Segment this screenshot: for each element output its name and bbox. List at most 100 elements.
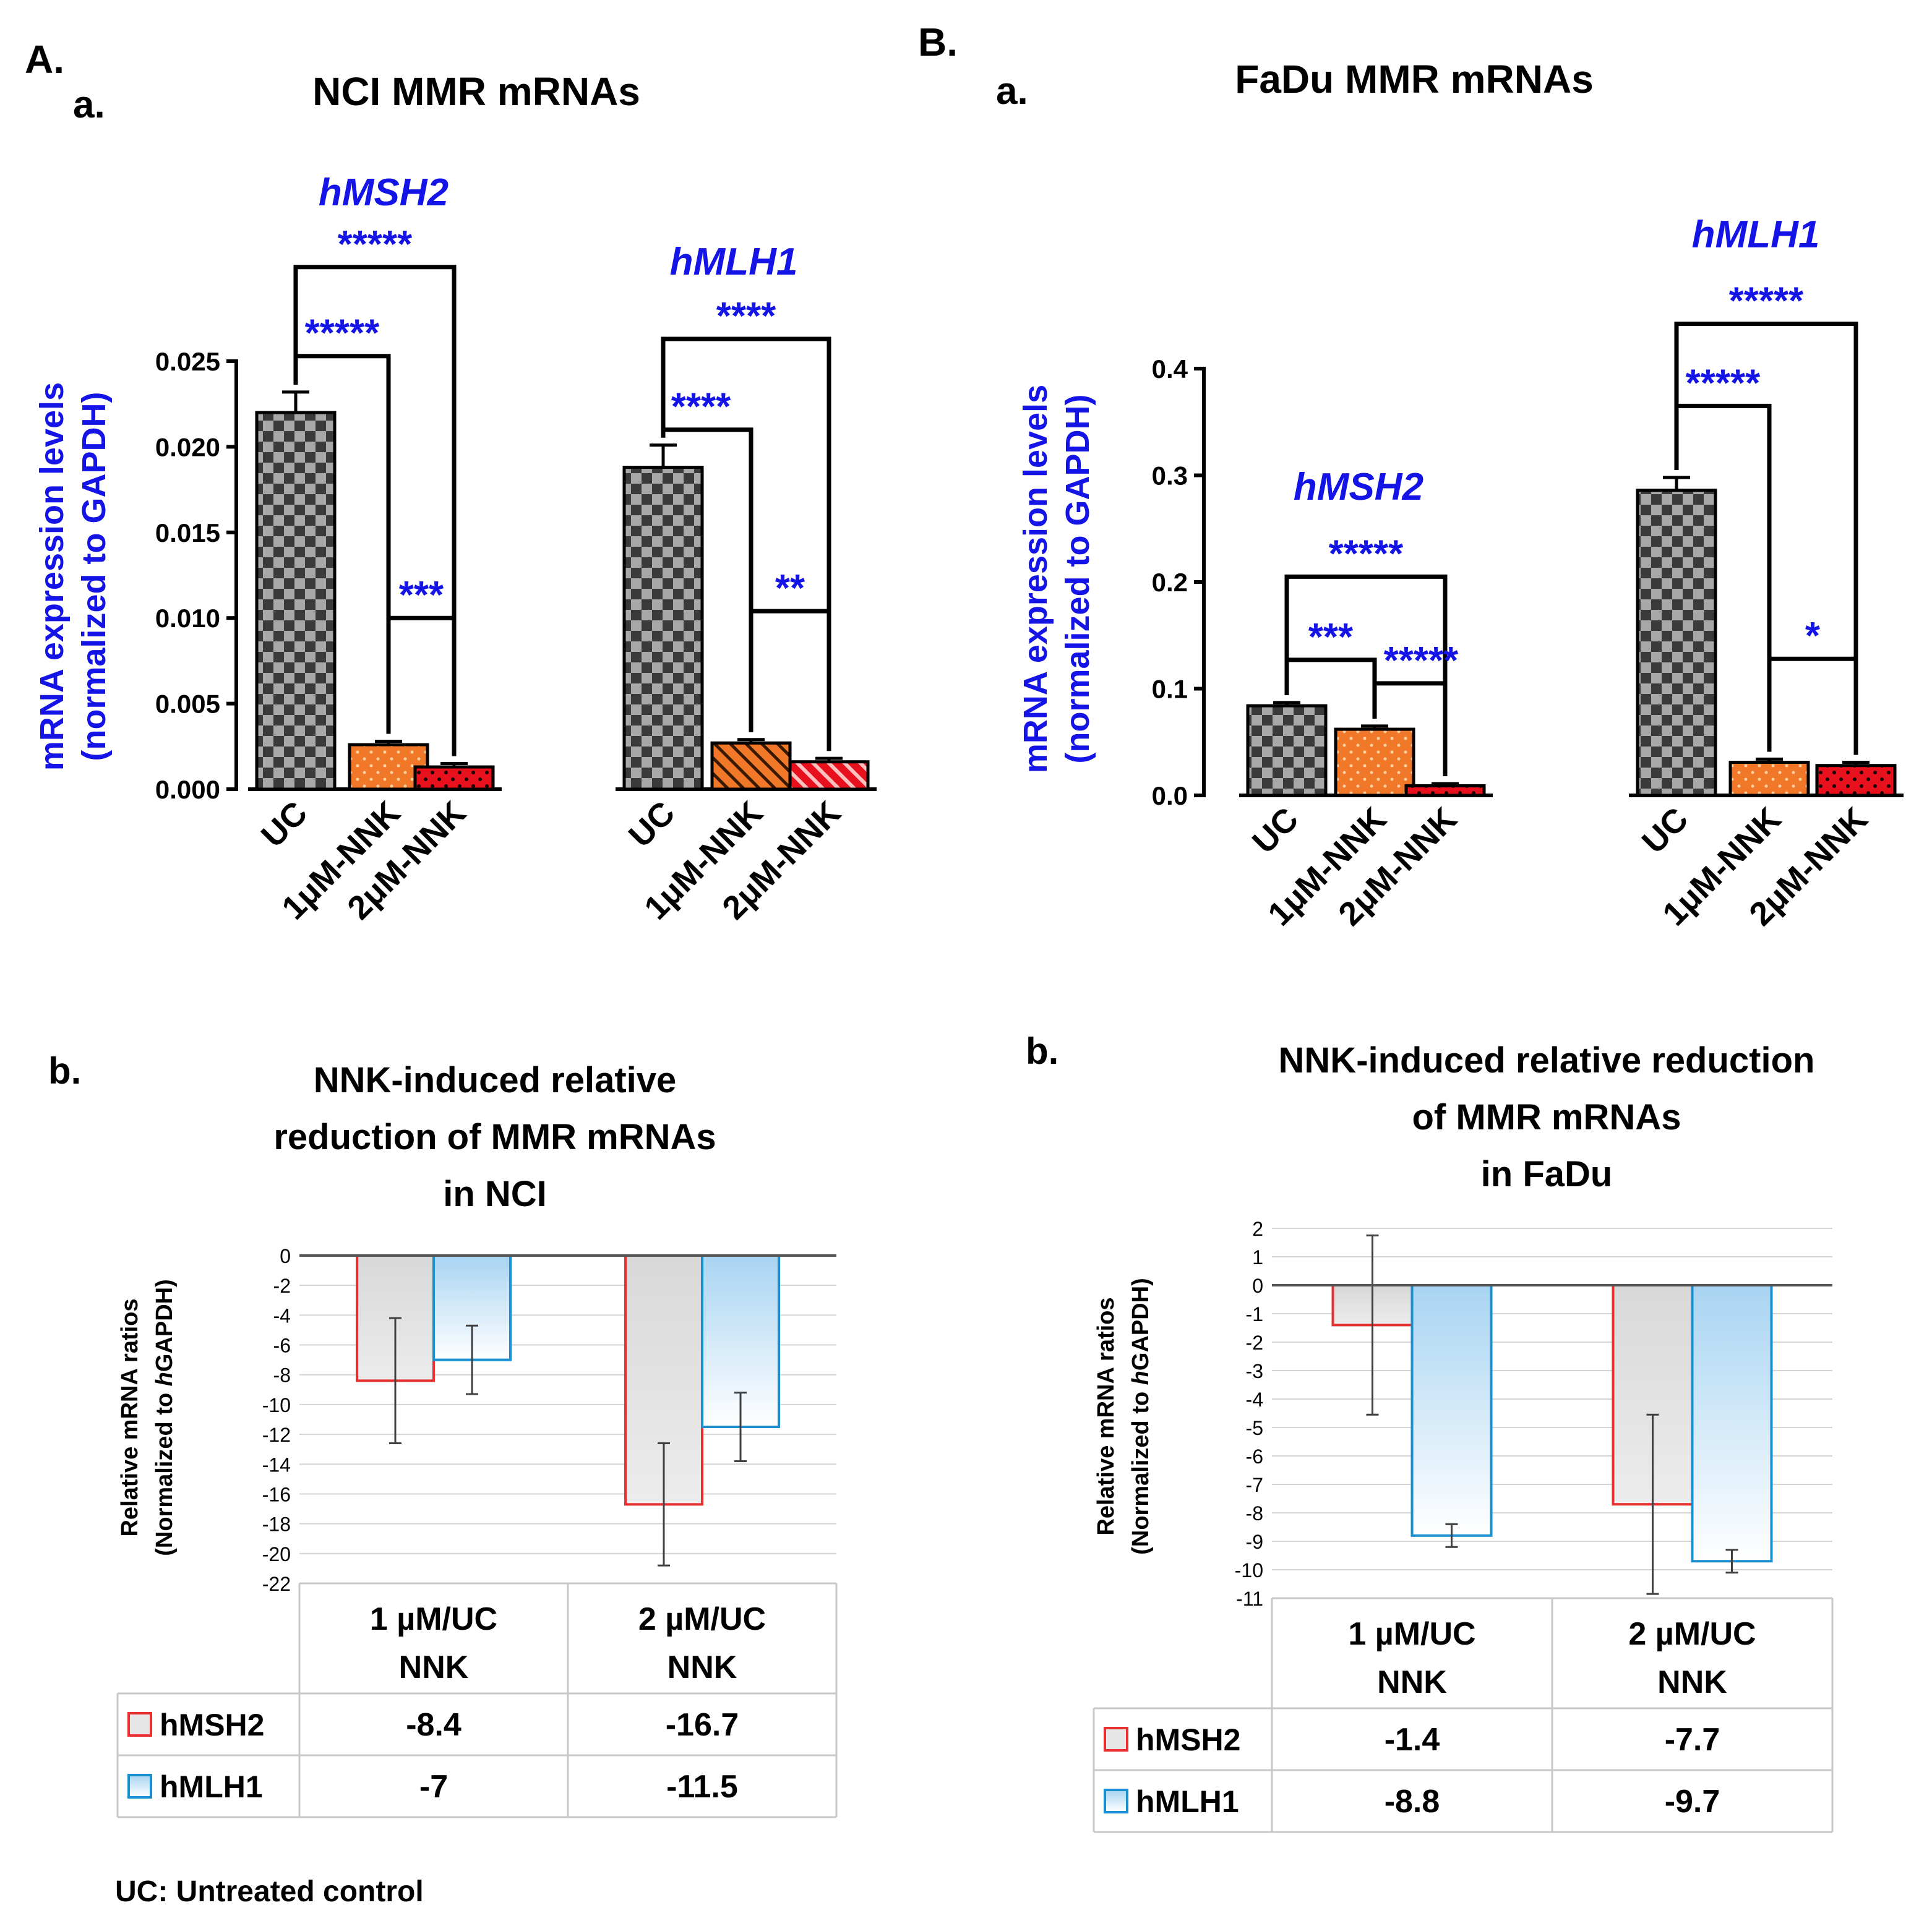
table-cell-value: -7 — [419, 1769, 448, 1805]
panel-a-b-ylabel-1: Relative mRNA ratios — [117, 1298, 143, 1536]
bar-hmsh2-1um-nnk — [1334, 727, 1415, 797]
panel-b-b-title-line-2: of MMR mRNAs — [1412, 1097, 1681, 1137]
panel-b-b-title-line-3: in FaDu — [1481, 1154, 1613, 1194]
x-category-label: UC — [254, 794, 315, 855]
significance-stars: * — [1805, 615, 1821, 657]
panel-b-b-letter: b. — [1026, 1030, 1058, 1072]
table-column-header: 1 µM/UC — [370, 1601, 497, 1637]
bar-hmlh1-1um-nnk — [1728, 761, 1810, 797]
table-cell-value: -11.5 — [666, 1769, 738, 1805]
y-tick-label: -4 — [1246, 1389, 1263, 1411]
panel-b-b-fadu-relative-chart: b. NNK-induced relative reduction of MMR… — [1026, 1030, 1834, 1833]
y-tick-label: -11 — [1236, 1588, 1263, 1610]
table-column-header-line-2: NNK — [399, 1650, 469, 1685]
table-column-header: 1 µM/UC — [1348, 1616, 1475, 1652]
panel-a-b-title-line-2: reduction of MMR mRNAs — [273, 1117, 716, 1157]
panel-b-a-title: FaDu MMR mRNAs — [1235, 57, 1594, 101]
significance-bracket — [386, 615, 457, 756]
x-category-label: UC — [1635, 800, 1696, 861]
y-tick-label: 0.4 — [1152, 354, 1188, 383]
y-tick-label: 0 — [280, 1245, 291, 1267]
table-column-header-line-2: NNK — [668, 1650, 737, 1685]
legend-label-hmlh1: hMLH1 — [160, 1770, 263, 1804]
significance-stars: ***** — [1729, 280, 1805, 323]
table-cell-value: -8.4 — [406, 1707, 462, 1743]
gene-label-hmsh2: hMSH2 — [319, 171, 449, 214]
bar-hmsh2-2um-nnk — [413, 765, 495, 791]
panel-a-a-ylabel-2: (normalized to GAPDH) — [75, 392, 113, 761]
y-tick-label: 0.2 — [1152, 568, 1188, 597]
panel-a-b-nci-relative-chart: b. NNK-induced relative reduction of MMR… — [48, 1050, 838, 1818]
footnote: UC: Untreated control — [115, 1875, 424, 1908]
table-cell-value: -8.8 — [1385, 1784, 1440, 1820]
y-tick-label: -20 — [262, 1543, 291, 1565]
y-tick-label: 0.000 — [155, 775, 220, 804]
y-tick-label: -14 — [262, 1453, 291, 1476]
significance-stars: ***** — [1329, 533, 1404, 575]
y-tick-label: -10 — [1235, 1559, 1263, 1581]
y-tick-label: -8 — [1246, 1502, 1263, 1525]
table-column-header-line-2: NNK — [1657, 1664, 1727, 1700]
y-tick-label: -5 — [1246, 1417, 1263, 1439]
y-tick-label: -6 — [1246, 1445, 1263, 1468]
y-tick-label: -12 — [262, 1424, 291, 1446]
significance-stars: *** — [399, 574, 444, 617]
table-column-header: 2 µM/UC — [1628, 1616, 1756, 1652]
bar-hmsh2-2um-nnk — [1404, 784, 1486, 797]
legend-label-hmlh1: hMLH1 — [1136, 1784, 1239, 1819]
legend-label-hmsh2: hMSH2 — [1136, 1723, 1240, 1757]
bar-hmlh1-1um-nnk — [710, 741, 792, 791]
y-tick-label: 0.020 — [155, 432, 220, 461]
y-tick-label: 0.015 — [155, 518, 220, 547]
panel-a-a-title: NCI MMR mRNAs — [312, 69, 640, 114]
y-tick-label: -7 — [1246, 1474, 1263, 1496]
significance-bracket — [1284, 574, 1448, 777]
y-tick-label: -22 — [262, 1573, 291, 1595]
y-tick-label: 0.025 — [155, 347, 220, 376]
y-tick-label: 1 — [1252, 1246, 1263, 1269]
section-a-label: A. — [25, 37, 64, 82]
significance-stars: **** — [671, 386, 731, 429]
panel-a-b-ylabel-2: (Normalized to hGAPDH) — [152, 1279, 178, 1556]
significance-stars: *** — [1308, 616, 1354, 659]
panel-b-a-ylabel-2: (normalized to GAPDH) — [1059, 394, 1096, 763]
significance-bracket — [1674, 322, 1858, 755]
panel-b-a-fadu-bar-chart: a. FaDu MMR mRNAs mRNA expression levels… — [996, 57, 1904, 933]
bar-hmlh1-2um-nnk — [788, 760, 870, 791]
significance-stars: ***** — [1686, 362, 1761, 404]
panel-a-b-title-line-3: in NCI — [443, 1174, 547, 1214]
significance-bracket — [1767, 656, 1858, 755]
y-tick-label: -6 — [273, 1335, 291, 1357]
table-cell-value: -16.7 — [666, 1707, 739, 1743]
significance-stars: ***** — [305, 312, 380, 355]
table-column-header-line-2: NNK — [1377, 1664, 1447, 1700]
panel-b-b-ylabel-2: (Normalized to hGAPDH) — [1128, 1278, 1154, 1555]
y-tick-label: -2 — [1246, 1332, 1263, 1354]
y-tick-label: 0.010 — [155, 604, 220, 633]
bar-hmlh1-uc — [622, 466, 704, 791]
bar-hmsh2-uc — [1246, 704, 1328, 797]
y-tick-label: 0.0 — [1152, 781, 1188, 810]
bar-hmlh1-2um-nnk — [1815, 764, 1897, 797]
table-cell-value: -9.7 — [1665, 1784, 1720, 1820]
x-category-label: UC — [622, 794, 682, 855]
y-tick-label: 2 — [1252, 1218, 1263, 1240]
y-tick-label: -9 — [1246, 1531, 1263, 1553]
panel-a-a-ylabel-1: mRNA expression levels — [33, 382, 71, 771]
y-tick-label: -8 — [273, 1364, 291, 1387]
panel-a-b-title-line-1: NNK-induced relative — [314, 1060, 677, 1100]
significance-stars: **** — [716, 295, 776, 338]
significance-stars: ***** — [1384, 640, 1459, 682]
y-tick-label: -16 — [262, 1483, 291, 1505]
y-tick-label: 0.1 — [1152, 675, 1188, 704]
y-tick-label: 0 — [1252, 1275, 1263, 1297]
y-tick-label: 0.3 — [1152, 461, 1188, 490]
panel-b-b-title-line-1: NNK-induced relative reduction — [1279, 1040, 1815, 1081]
legend-label-hmsh2: hMSH2 — [160, 1708, 264, 1742]
panel-a-a-nci-bar-chart: a. NCI MMR mRNAs mRNA expression levels … — [33, 69, 877, 927]
gene-label-hmlh1: hMLH1 — [670, 241, 798, 283]
bar-hmsh2-uc — [255, 411, 337, 791]
bar-hmlh1-uc — [1636, 489, 1717, 797]
significance-stars: ***** — [338, 223, 413, 266]
